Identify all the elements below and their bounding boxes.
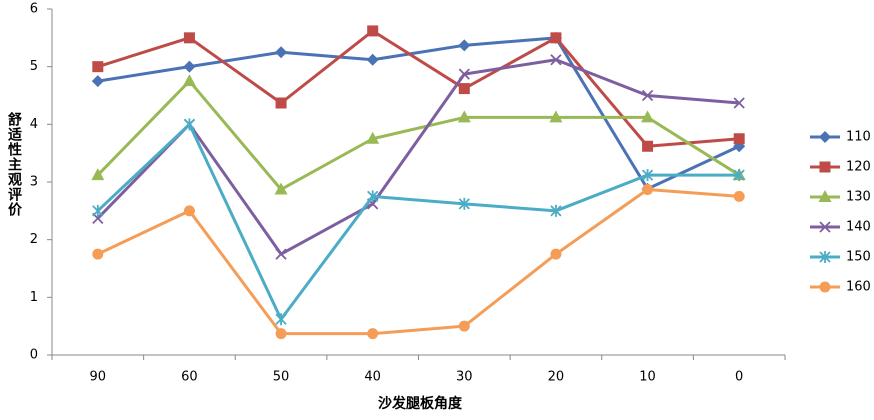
marker	[275, 313, 287, 326]
marker	[550, 204, 562, 217]
marker	[91, 75, 104, 88]
marker	[183, 205, 195, 217]
marker	[458, 68, 470, 80]
marker	[733, 190, 745, 202]
marker	[457, 110, 471, 123]
x-tick-label: 60	[181, 370, 198, 385]
legend-label: 110	[846, 130, 871, 145]
x-tick-label: 40	[364, 370, 381, 385]
marker	[819, 221, 831, 233]
y-tick-label: 0	[30, 348, 38, 363]
marker	[275, 248, 287, 260]
series-line	[97, 187, 740, 336]
legend-label: 150	[846, 250, 871, 265]
marker	[92, 61, 104, 73]
legend-label: 130	[846, 190, 871, 205]
y-tick-label: 3	[30, 175, 38, 190]
marker	[819, 161, 831, 173]
marker	[275, 328, 287, 340]
marker	[550, 248, 562, 260]
marker	[183, 118, 196, 131]
y-tick-label: 4	[30, 117, 38, 132]
marker	[733, 97, 745, 109]
marker	[458, 197, 470, 210]
x-tick-label: 30	[456, 370, 473, 385]
marker	[275, 46, 288, 59]
marker	[367, 328, 379, 340]
marker	[733, 169, 745, 182]
series-line	[97, 29, 740, 148]
legend-label: 120	[846, 160, 871, 175]
series-line	[96, 58, 740, 256]
marker	[550, 32, 562, 44]
x-tick-label: 10	[639, 370, 656, 385]
marker	[92, 204, 104, 217]
marker	[549, 110, 563, 123]
marker	[642, 140, 654, 152]
marker	[819, 131, 831, 143]
marker	[550, 54, 562, 66]
series-line	[96, 122, 740, 321]
marker	[733, 133, 745, 145]
marker	[818, 190, 832, 202]
y-axis-title: 舒适性主观评价	[6, 112, 22, 217]
y-tick-label: 2	[30, 232, 38, 247]
y-tick-label: 5	[30, 59, 38, 74]
series-line	[97, 36, 740, 191]
marker	[367, 25, 379, 37]
marker	[367, 190, 379, 203]
marker	[641, 110, 655, 123]
marker	[92, 248, 104, 260]
x-tick-label: 0	[735, 370, 743, 385]
marker	[458, 83, 470, 95]
marker	[182, 74, 196, 87]
x-axis-title: 沙发腿板角度	[378, 395, 463, 412]
marker	[819, 251, 831, 263]
marker	[366, 53, 379, 66]
series-line	[96, 79, 740, 191]
marker	[183, 60, 196, 73]
y-tick-label: 1	[30, 290, 38, 305]
marker	[183, 32, 195, 44]
marker	[366, 131, 380, 144]
x-tick-label: 50	[273, 370, 290, 385]
marker	[275, 97, 287, 109]
marker	[819, 281, 831, 293]
marker	[91, 168, 105, 181]
y-tick-label: 6	[30, 2, 38, 17]
marker	[274, 182, 288, 195]
marker	[458, 39, 471, 52]
x-tick-label: 20	[548, 370, 565, 385]
marker	[458, 320, 470, 332]
legend-label: 160	[846, 280, 871, 295]
legend-label: 140	[846, 220, 871, 235]
marker	[641, 89, 654, 102]
marker	[642, 183, 654, 195]
x-tick-label: 90	[90, 370, 107, 385]
marker	[641, 169, 654, 182]
